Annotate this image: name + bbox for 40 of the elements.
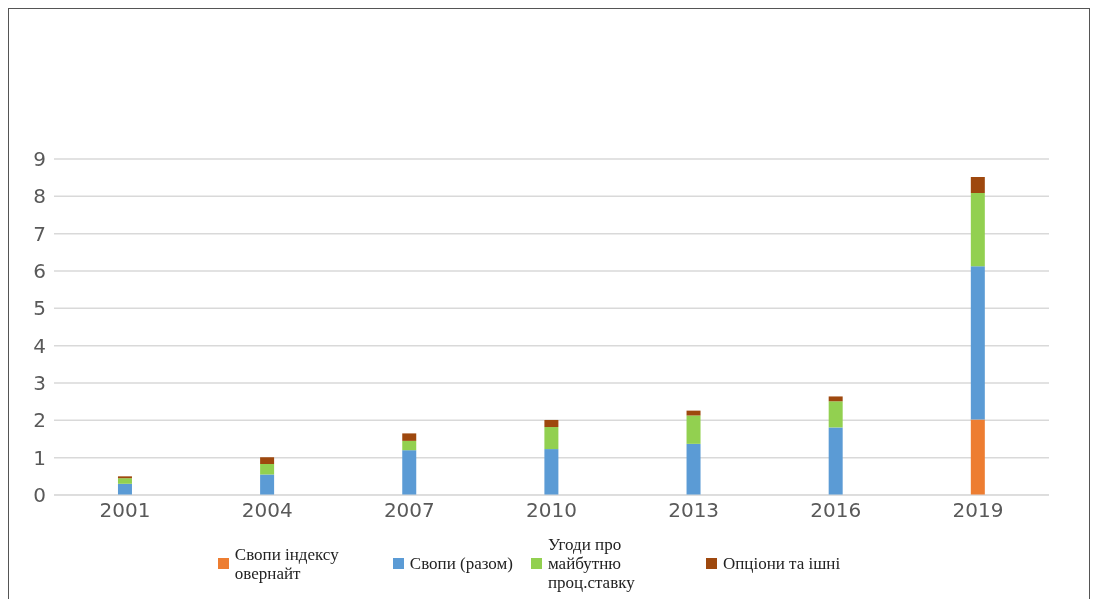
y-tick-label: 1 xyxy=(33,445,46,470)
bar xyxy=(260,464,275,475)
y-tick-label: 0 xyxy=(33,483,46,508)
x-tick-label: 2013 xyxy=(668,498,720,523)
bar xyxy=(544,419,559,428)
y-tick-label: 8 xyxy=(33,184,46,209)
bar xyxy=(402,450,417,495)
bar xyxy=(828,401,843,428)
bar xyxy=(402,433,417,441)
bar xyxy=(117,478,132,484)
bar xyxy=(970,176,985,193)
x-tick-label: 2001 xyxy=(99,498,151,523)
y-tick-label: 5 xyxy=(33,296,46,321)
y-tick-label: 6 xyxy=(33,259,46,284)
x-tick-label: 2010 xyxy=(526,498,577,523)
bar xyxy=(260,457,275,465)
bar xyxy=(970,419,985,495)
x-tick-label: 2004 xyxy=(241,498,293,523)
y-tick-label: 7 xyxy=(33,221,46,246)
legend-label: Свопи (разом) xyxy=(409,554,513,573)
bar xyxy=(828,427,843,495)
x-tick-label: 2016 xyxy=(810,498,862,523)
bar xyxy=(970,192,985,267)
bar xyxy=(828,396,843,402)
x-tick-label: 2007 xyxy=(383,498,435,523)
y-tick-label: 2 xyxy=(33,408,46,433)
bar xyxy=(402,440,417,451)
legend-label: Опціони та ішні xyxy=(722,554,841,573)
bar xyxy=(544,449,559,495)
x-tick-label: 2019 xyxy=(952,498,1004,523)
bar xyxy=(970,266,985,420)
legend-label: Свопи індексу овернайт xyxy=(234,544,340,583)
bar xyxy=(544,427,559,450)
y-tick-label: 9 xyxy=(33,147,46,172)
bar xyxy=(686,415,701,444)
y-tick-label: 4 xyxy=(33,333,46,358)
y-tick-label: 3 xyxy=(33,371,46,396)
legend-label: Угоди про майбутню проц.ставку xyxy=(547,535,636,592)
bar xyxy=(260,474,275,495)
bar xyxy=(686,443,701,495)
